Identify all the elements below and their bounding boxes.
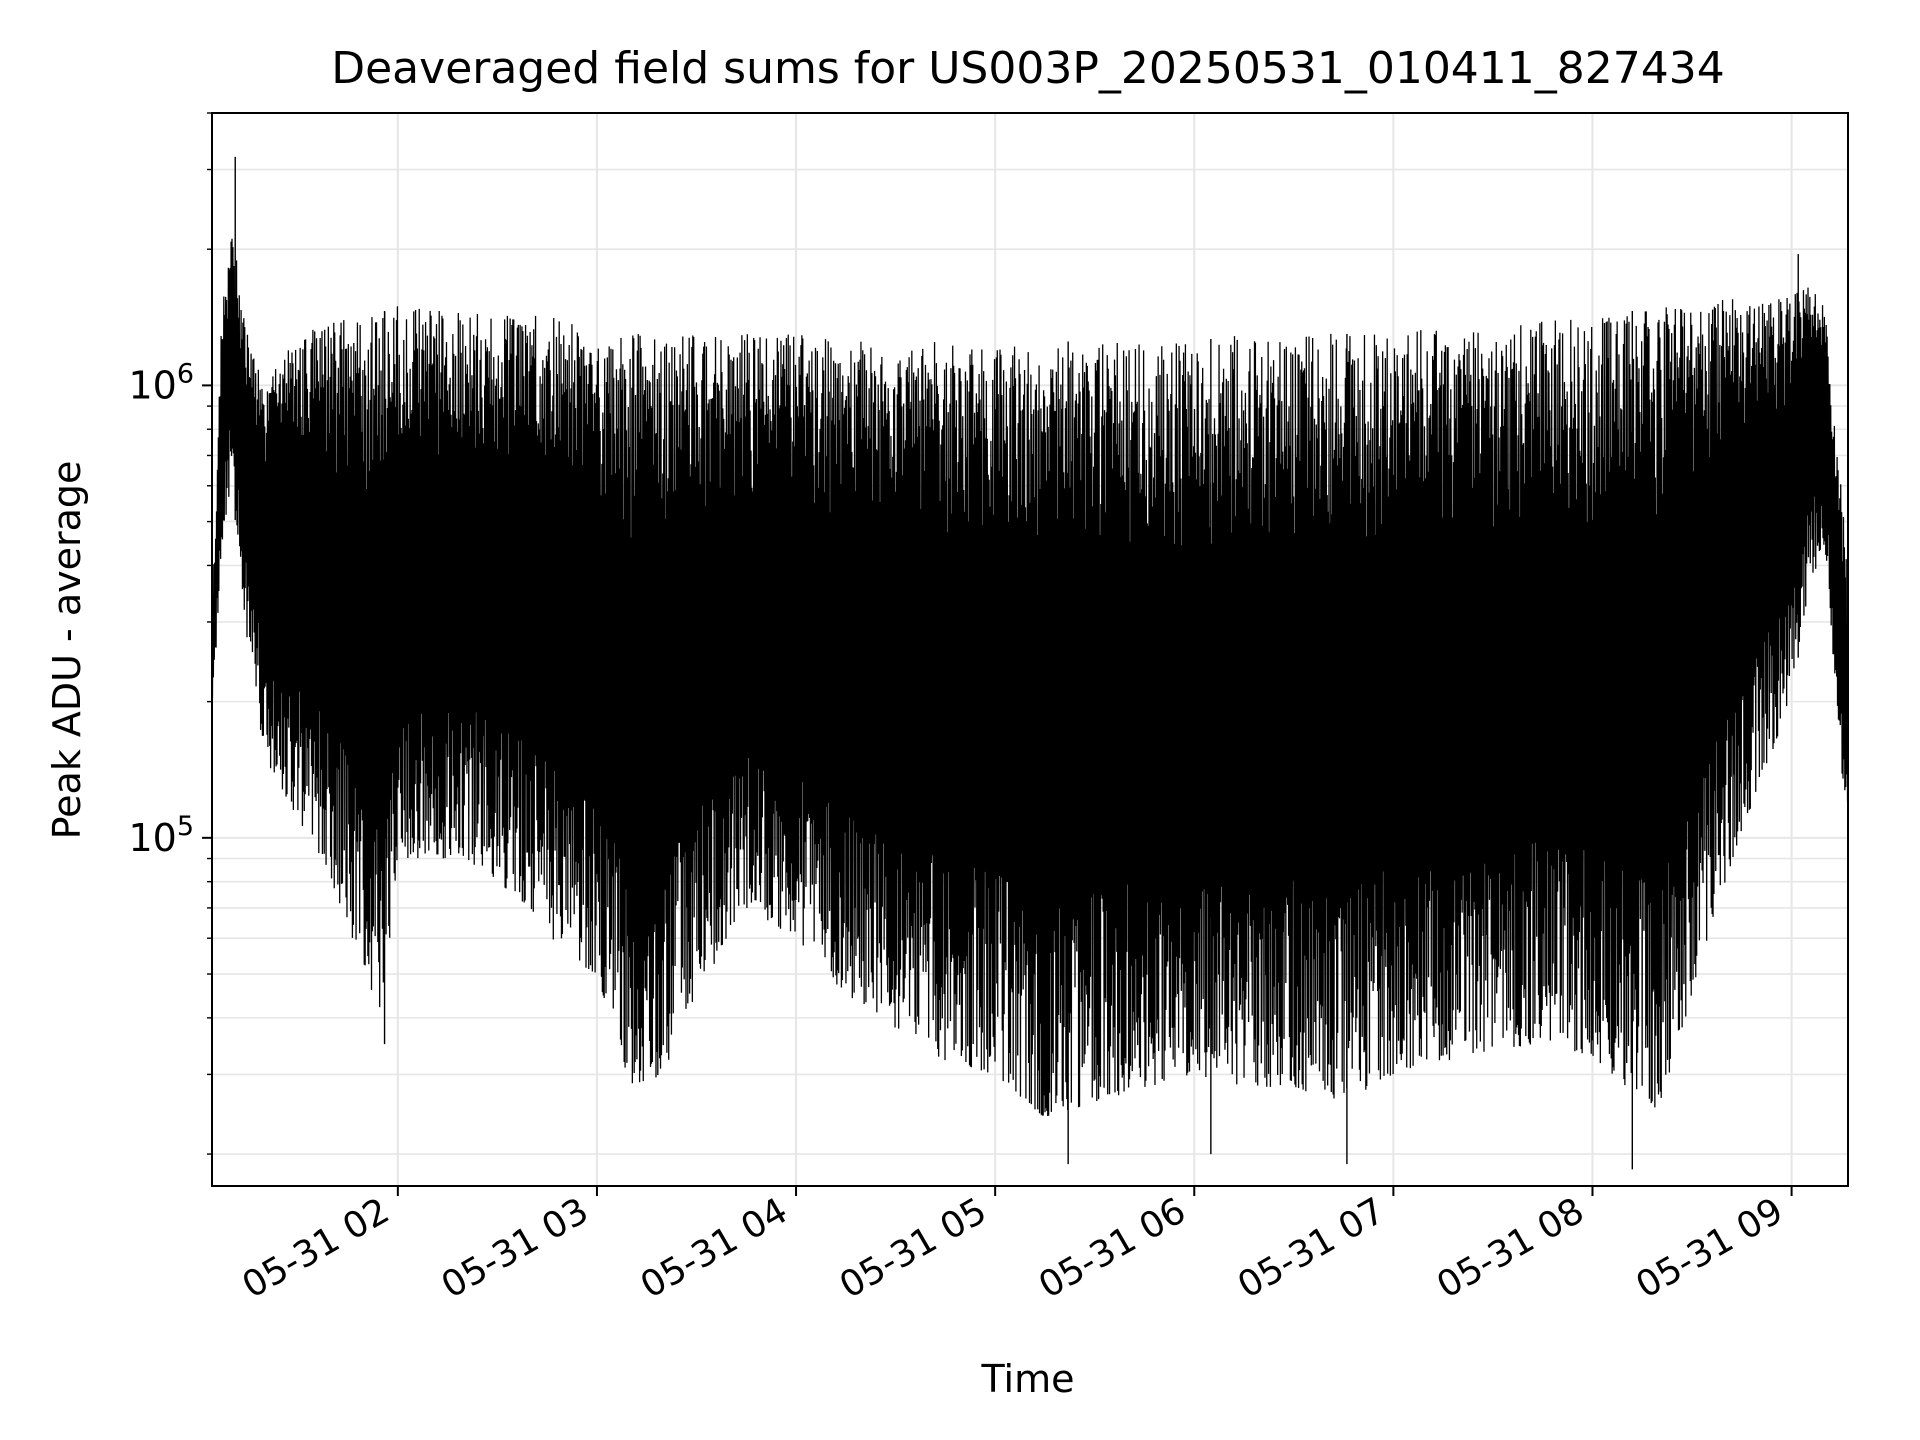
y-tick-base: 10 (128, 816, 176, 860)
series-line (212, 156, 1848, 1170)
y-tick-label: 105 (128, 811, 194, 860)
y-tick-base: 10 (128, 363, 176, 407)
y-tick-exponent: 6 (177, 358, 194, 389)
series-path (212, 238, 1848, 1117)
y-tick-exponent: 5 (177, 811, 194, 842)
plot-area-frame (211, 112, 1849, 1187)
chart-title: Deaveraged field sums for US003P_2025053… (331, 43, 1725, 94)
y-axis-label: Peak ADU - average (45, 461, 89, 840)
x-axis-label: Time (981, 1357, 1075, 1401)
y-tick-label: 106 (128, 358, 194, 407)
